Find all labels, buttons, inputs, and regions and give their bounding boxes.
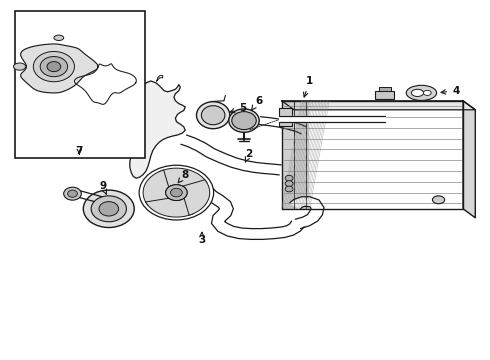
Polygon shape: [282, 101, 475, 110]
Ellipse shape: [229, 109, 259, 132]
Ellipse shape: [54, 35, 64, 40]
Ellipse shape: [411, 89, 423, 96]
Circle shape: [99, 202, 119, 216]
Circle shape: [91, 196, 126, 222]
Text: 7: 7: [75, 146, 83, 156]
Polygon shape: [146, 197, 194, 217]
Polygon shape: [282, 101, 463, 209]
Polygon shape: [183, 180, 210, 215]
Circle shape: [166, 185, 187, 201]
Ellipse shape: [13, 63, 25, 70]
Text: 4: 4: [441, 86, 460, 96]
Text: 5: 5: [230, 103, 246, 113]
Polygon shape: [130, 81, 185, 178]
Text: 2: 2: [245, 149, 252, 162]
Polygon shape: [21, 44, 98, 93]
Circle shape: [64, 187, 81, 200]
Polygon shape: [290, 197, 324, 229]
Circle shape: [83, 190, 134, 228]
Circle shape: [285, 175, 293, 181]
Polygon shape: [159, 168, 207, 188]
Ellipse shape: [196, 102, 230, 129]
Circle shape: [139, 165, 214, 220]
Text: 1: 1: [303, 76, 313, 97]
Polygon shape: [75, 190, 110, 206]
Polygon shape: [181, 135, 281, 175]
Polygon shape: [179, 172, 304, 239]
Ellipse shape: [201, 105, 225, 125]
Polygon shape: [259, 117, 307, 134]
Text: 8: 8: [178, 170, 189, 183]
Ellipse shape: [432, 196, 444, 204]
Bar: [279, 108, 292, 126]
Ellipse shape: [423, 90, 431, 95]
Polygon shape: [279, 116, 385, 122]
Ellipse shape: [406, 85, 437, 100]
Text: 6: 6: [251, 96, 262, 111]
Bar: [379, 87, 391, 91]
Circle shape: [285, 181, 293, 186]
Bar: [15, 11, 145, 158]
Text: 3: 3: [198, 232, 205, 246]
Circle shape: [171, 188, 182, 197]
Bar: [375, 91, 394, 99]
Circle shape: [40, 57, 68, 77]
Circle shape: [68, 190, 77, 197]
Circle shape: [285, 186, 293, 192]
Polygon shape: [143, 170, 170, 206]
Circle shape: [232, 112, 256, 130]
Polygon shape: [463, 101, 475, 218]
Text: 9: 9: [99, 181, 106, 194]
Circle shape: [47, 62, 61, 72]
Bar: [282, 101, 309, 209]
Circle shape: [33, 51, 74, 82]
